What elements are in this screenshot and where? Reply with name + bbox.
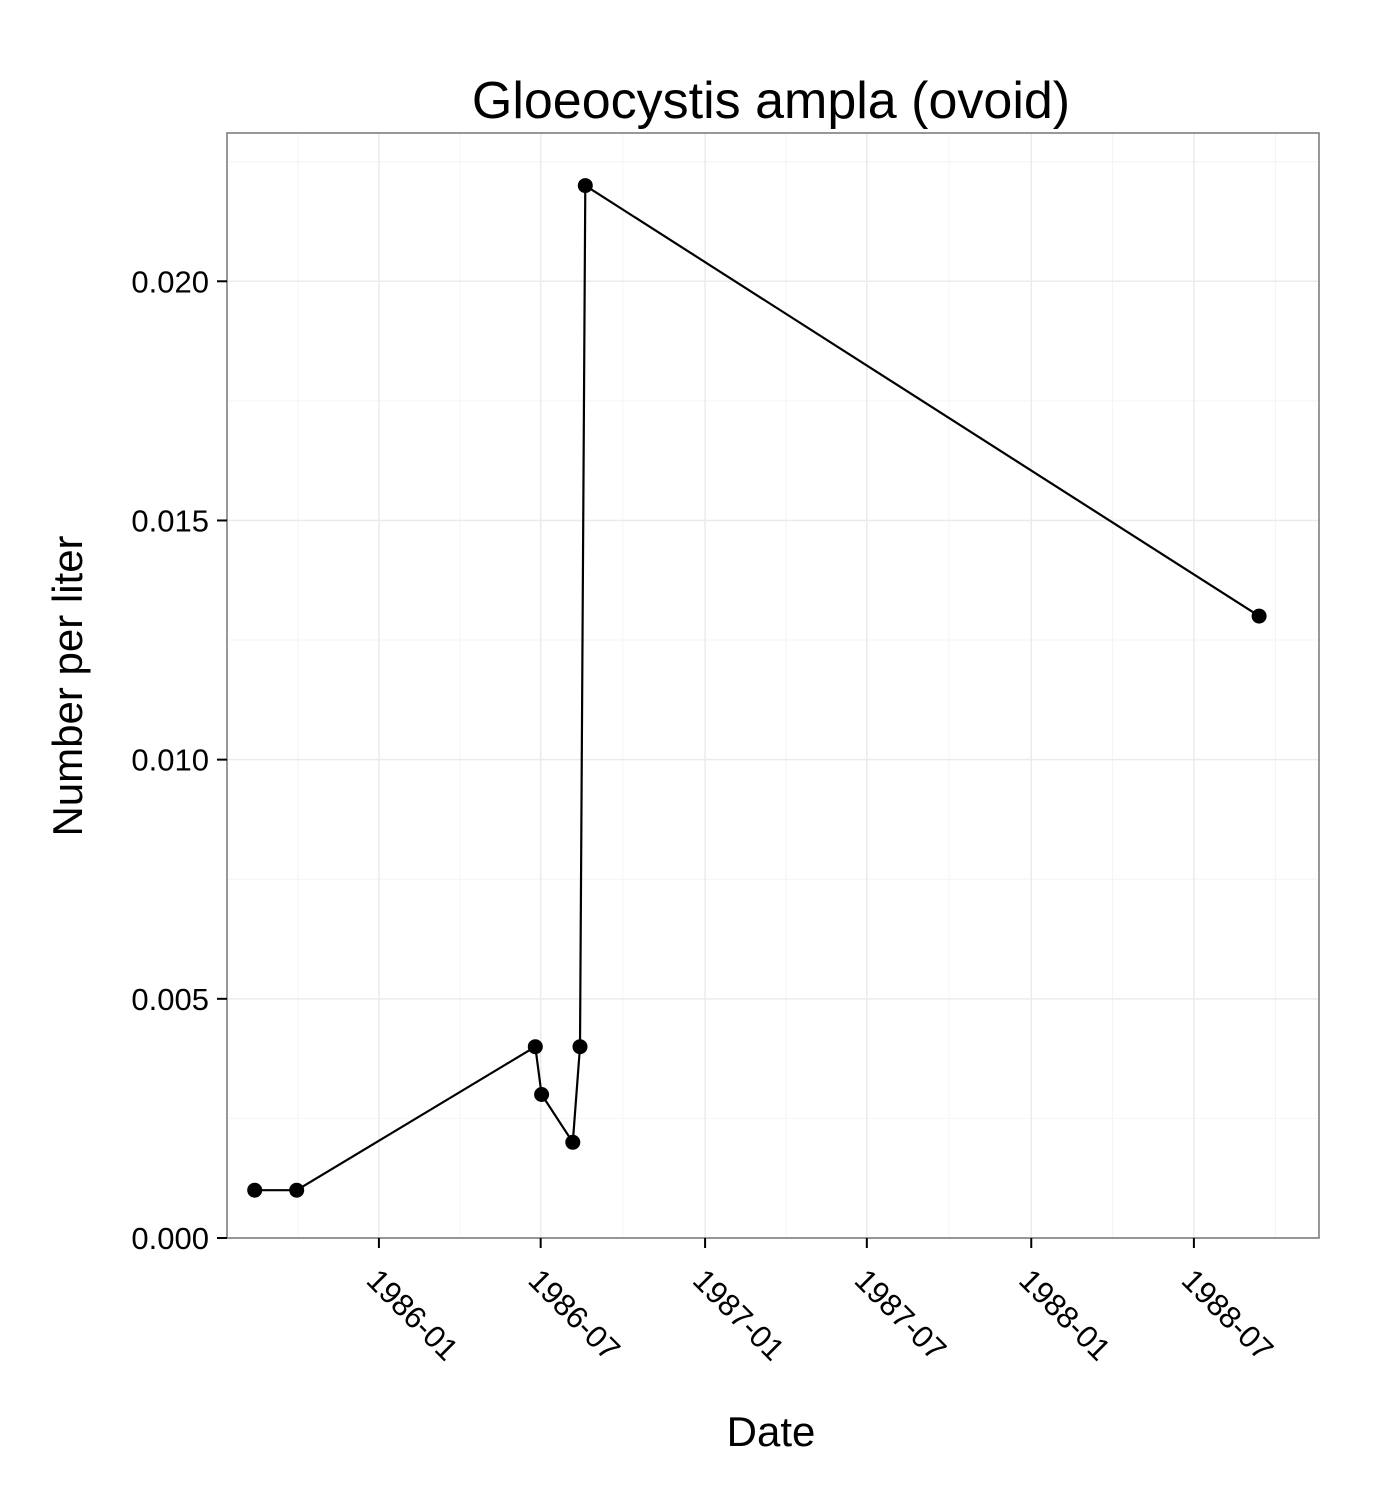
x-axis-title: Date — [727, 1408, 816, 1455]
data-point — [572, 1039, 588, 1055]
series-line — [254, 184, 1260, 1192]
y-tick-label: 0.020 — [131, 264, 209, 299]
x-tick-label: 1986-07 — [522, 1262, 627, 1367]
data-point — [534, 1087, 550, 1102]
data-point — [1251, 608, 1267, 624]
y-tick-label: 0.000 — [131, 1221, 209, 1256]
data-point — [577, 178, 593, 194]
x-tick-label: 1986-01 — [360, 1262, 465, 1367]
x-tick-label: 1987-01 — [686, 1262, 791, 1367]
data-point — [289, 1182, 305, 1198]
y-tick-label: 0.005 — [131, 982, 209, 1017]
y-tick-label: 0.010 — [131, 743, 209, 778]
x-tick-label: 1987-07 — [848, 1262, 953, 1367]
plot-panel-border — [226, 132, 1320, 1239]
x-tick-label: 1988-07 — [1175, 1262, 1280, 1367]
y-axis-title: Number per liter — [44, 535, 91, 836]
data-point — [565, 1134, 581, 1150]
grid — [227, 133, 1319, 1239]
y-tick-label: 0.015 — [131, 503, 209, 538]
data-points — [247, 178, 1267, 1198]
data-point — [527, 1039, 543, 1055]
x-tick-label: 1988-01 — [1012, 1262, 1117, 1367]
chart-title: Gloeocystis ampla (ovoid) — [472, 72, 1070, 130]
data-point — [247, 1182, 263, 1198]
